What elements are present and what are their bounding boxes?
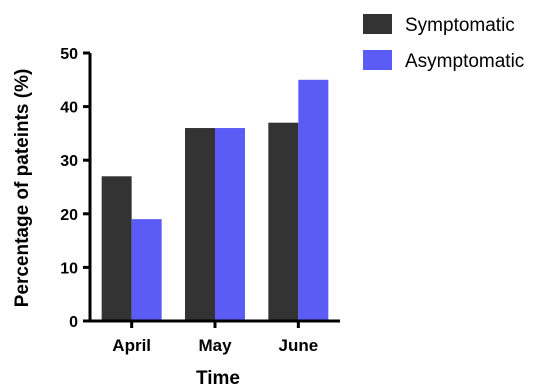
bar-asymptomatic-may [215, 128, 245, 321]
y-tick-label: 20 [60, 207, 78, 224]
y-ticks-group: 0 10 20 30 40 50 [60, 46, 90, 331]
bar-symptomatic-may [185, 128, 215, 321]
y-axis-title: Percentage of pateints (%) [12, 69, 33, 308]
x-tick-label-june: June [278, 336, 318, 355]
y-tick-label: 0 [69, 314, 78, 331]
bar-symptomatic-april [101, 176, 132, 321]
y-tick-label: 50 [60, 46, 78, 63]
legend-label-asymptomatic: Asymptomatic [405, 51, 524, 72]
legend: Symptomatic Asymptomatic [363, 14, 524, 72]
x-tick-label-may: May [198, 336, 232, 355]
y-tick-label: 10 [60, 260, 78, 277]
x-ticks-group: April May June [112, 321, 318, 355]
bar-asymptomatic-june [298, 79, 329, 321]
y-tick-label: 40 [60, 100, 78, 117]
bar-asymptomatic-april [131, 219, 162, 321]
bars-group [101, 79, 329, 322]
legend-swatch-asymptomatic [363, 50, 392, 70]
y-tick-label: 30 [60, 153, 78, 170]
x-axis-title: Time [196, 368, 240, 389]
x-tick-label-april: April [112, 336, 151, 355]
legend-swatch-symptomatic [363, 14, 392, 34]
bar-symptomatic-june [268, 122, 299, 322]
legend-label-symptomatic: Symptomatic [405, 15, 515, 36]
